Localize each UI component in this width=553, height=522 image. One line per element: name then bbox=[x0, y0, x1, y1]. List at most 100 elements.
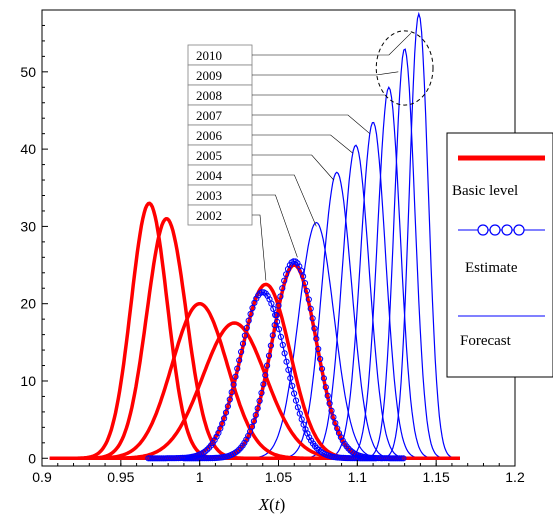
estimate-marker bbox=[320, 375, 327, 382]
estimate-marker bbox=[271, 322, 278, 329]
estimate-marker bbox=[260, 381, 267, 388]
estimate-marker bbox=[194, 455, 201, 462]
estimate-marker bbox=[313, 445, 320, 452]
estimate-marker bbox=[277, 293, 284, 300]
estimate-marker bbox=[390, 455, 397, 462]
estimate-marker bbox=[265, 352, 273, 359]
estimate-marker bbox=[281, 350, 288, 357]
x-tick-label: 1.05 bbox=[265, 469, 292, 485]
estimate-marker bbox=[292, 397, 300, 404]
legend-estimate-marker bbox=[513, 224, 525, 236]
legend-basic-level-label: Basic level bbox=[452, 183, 518, 199]
estimate-marker bbox=[199, 455, 206, 462]
estimate-marker bbox=[337, 434, 344, 441]
x-axis-label: X(t) bbox=[258, 495, 285, 514]
estimate-marker bbox=[307, 305, 314, 312]
estimate-marker bbox=[332, 420, 339, 427]
estimate-marker bbox=[219, 420, 226, 427]
estimate-marker bbox=[285, 366, 292, 373]
estimate-marker bbox=[248, 423, 256, 430]
estimate-marker bbox=[275, 326, 283, 333]
year-label-2006: 2006 bbox=[196, 128, 223, 143]
estimate-marker bbox=[306, 434, 313, 441]
estimate-marker bbox=[252, 412, 259, 419]
estimate-marker bbox=[289, 382, 296, 389]
estimate-marker bbox=[224, 403, 231, 410]
estimate-marker bbox=[254, 405, 261, 412]
estimate-marker bbox=[303, 287, 310, 294]
estimate-marker bbox=[184, 455, 191, 462]
estimate-marker bbox=[221, 415, 228, 422]
estimate-marker bbox=[262, 372, 269, 379]
estimate-marker bbox=[292, 258, 299, 265]
estimate-marker bbox=[396, 455, 403, 462]
estimate-marker bbox=[236, 357, 243, 364]
year-label-2004: 2004 bbox=[196, 168, 223, 183]
axes-layer: 0.9 0.95 1 1.05 1.1 1.15 1.2 0 10 20 30 40 50 bbox=[20, 24, 525, 485]
x-tick-label: 1.15 bbox=[423, 469, 450, 485]
legend-box bbox=[446, 132, 553, 378]
estimate-marker bbox=[180, 455, 187, 462]
estimate-marker bbox=[309, 315, 316, 322]
estimate-marker bbox=[304, 430, 311, 437]
legend-forecast-label: Forecast bbox=[460, 333, 512, 349]
x-tick-label: 1.2 bbox=[505, 469, 525, 485]
estimate-marker bbox=[370, 454, 377, 461]
legend-estimate-marker bbox=[477, 224, 489, 236]
estimate-marker bbox=[195, 455, 203, 462]
estimate-marker bbox=[268, 300, 275, 307]
estimate-marker bbox=[230, 381, 237, 388]
estimate-marker bbox=[317, 355, 324, 363]
year-leader-line bbox=[252, 194, 298, 258]
estimate-marker bbox=[264, 292, 271, 299]
estimate-marker bbox=[238, 348, 245, 355]
estimate-marker bbox=[245, 317, 252, 324]
estimate-marker bbox=[275, 302, 282, 309]
estimate-marker bbox=[340, 454, 347, 461]
estimate-marker bbox=[345, 455, 353, 462]
y-tick-label: 20 bbox=[20, 296, 36, 312]
legend-estimate-label: Estimate bbox=[465, 260, 518, 276]
estimate-marker bbox=[168, 455, 175, 462]
estimate-marker bbox=[298, 416, 305, 423]
y-tick-label: 40 bbox=[20, 141, 36, 157]
estimate-marker bbox=[373, 455, 380, 462]
estimate-marker bbox=[385, 455, 392, 462]
estimate-marker bbox=[344, 455, 351, 462]
estimate-marker bbox=[247, 310, 254, 318]
year-leader-line bbox=[252, 134, 353, 154]
year-label-2002: 2002 bbox=[196, 208, 222, 223]
estimate-marker bbox=[388, 455, 396, 462]
year-leader-line bbox=[252, 71, 399, 76]
estimate-marker bbox=[156, 455, 163, 462]
estimate-marker bbox=[336, 454, 343, 461]
estimate-marker bbox=[209, 455, 216, 462]
estimate-marker bbox=[204, 446, 211, 453]
estimate-marker bbox=[226, 396, 233, 403]
estimate-marker bbox=[301, 280, 309, 287]
estimate-marker bbox=[197, 455, 204, 462]
x-tick-label: 1.1 bbox=[348, 469, 368, 485]
estimate-marker bbox=[281, 277, 288, 284]
estimate-marker bbox=[202, 448, 209, 455]
year-label-2008: 2008 bbox=[196, 88, 222, 103]
estimate-marker bbox=[300, 273, 307, 280]
estimate-marker bbox=[398, 455, 405, 462]
estimate-marker bbox=[375, 455, 382, 462]
estimate-marker bbox=[383, 455, 390, 462]
estimate-marker bbox=[294, 404, 301, 411]
estimate-marker bbox=[166, 455, 173, 462]
estimate-marker bbox=[269, 332, 276, 339]
estimate-marker bbox=[400, 455, 407, 462]
estimate-marker bbox=[173, 455, 180, 462]
estimate-marker bbox=[318, 365, 326, 372]
estimate-marker bbox=[283, 358, 290, 365]
estimate-marker bbox=[313, 335, 320, 342]
estimate-marker bbox=[186, 455, 193, 462]
estimate-marker bbox=[152, 455, 160, 462]
estimate-marker bbox=[291, 390, 298, 397]
estimate-marker bbox=[203, 455, 210, 462]
year-label-2005: 2005 bbox=[196, 148, 222, 163]
estimate-marker bbox=[235, 446, 242, 453]
